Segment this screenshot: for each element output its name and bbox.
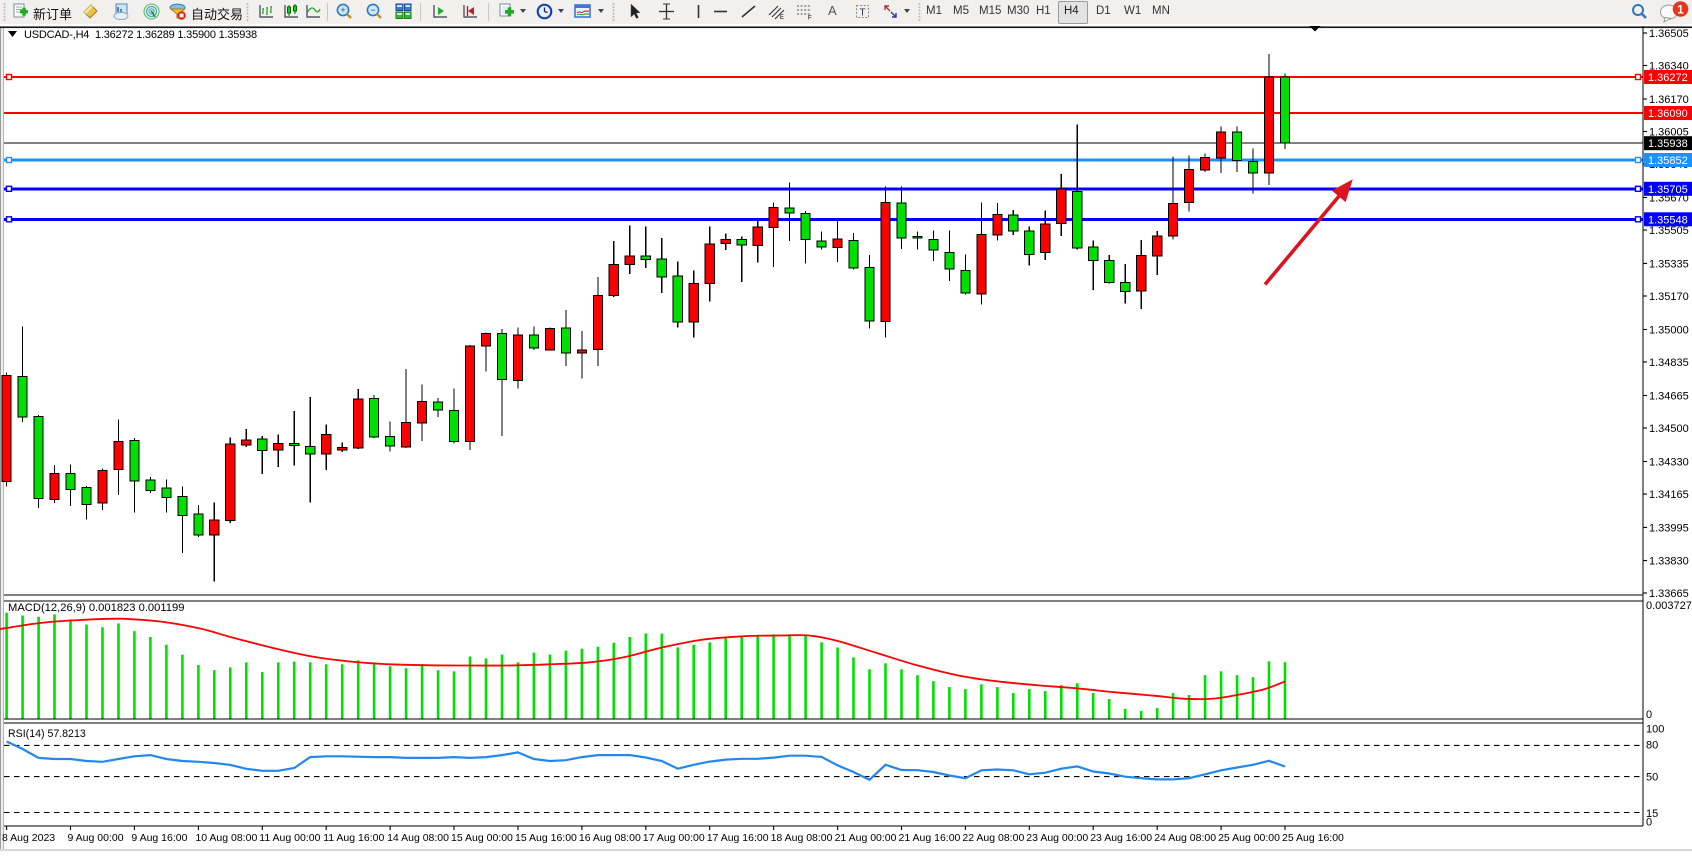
svg-text:15 Aug 16:00: 15 Aug 16:00: [515, 832, 577, 844]
svg-text:USDCAD-,H4 1.36272 1.36289 1.: USDCAD-,H4 1.36272 1.36289 1.35900 1.359…: [24, 29, 257, 41]
svg-text:17 Aug 16:00: 17 Aug 16:00: [707, 832, 769, 844]
svg-text:1.35852: 1.35852: [1648, 155, 1688, 167]
svg-text:1.35000: 1.35000: [1649, 325, 1689, 337]
svg-text:1.34165: 1.34165: [1649, 489, 1689, 501]
svg-text:1.35705: 1.35705: [1648, 184, 1688, 196]
svg-text:T: T: [859, 8, 865, 19]
svg-text:1.33830: 1.33830: [1649, 556, 1689, 568]
svg-text:1.35505: 1.35505: [1649, 225, 1689, 237]
svg-text:F: F: [808, 16, 812, 21]
svg-text:RSI(14) 57.8213: RSI(14) 57.8213: [8, 728, 86, 740]
svg-text:E: E: [780, 15, 784, 20]
svg-text:24 Aug 08:00: 24 Aug 08:00: [1154, 832, 1216, 844]
svg-text:10 Aug 08:00: 10 Aug 08:00: [195, 832, 257, 844]
svg-text:9 Aug 00:00: 9 Aug 00:00: [68, 832, 124, 844]
svg-text:−: −: [370, 5, 375, 15]
svg-text:17 Aug 00:00: 17 Aug 00:00: [643, 832, 705, 844]
svg-text:+: +: [340, 5, 345, 15]
svg-text:23 Aug 00:00: 23 Aug 00:00: [1026, 832, 1088, 844]
svg-text:16 Aug 08:00: 16 Aug 08:00: [579, 832, 641, 844]
svg-text:1.33665: 1.33665: [1649, 588, 1689, 600]
svg-text:9 Aug 16:00: 9 Aug 16:00: [131, 832, 187, 844]
svg-text:1.33995: 1.33995: [1649, 523, 1689, 535]
svg-text:1.36090: 1.36090: [1648, 108, 1688, 120]
svg-text:0.003727: 0.003727: [1646, 600, 1692, 612]
svg-text:80: 80: [1646, 740, 1658, 752]
svg-text:15: 15: [1646, 808, 1658, 820]
svg-text:1.35335: 1.35335: [1649, 259, 1689, 271]
svg-text:1.35170: 1.35170: [1649, 291, 1689, 303]
svg-text:1: 1: [1677, 3, 1684, 17]
svg-text:21 Aug 00:00: 21 Aug 00:00: [835, 832, 897, 844]
svg-text:1.34500: 1.34500: [1649, 423, 1689, 435]
svg-text:1.34330: 1.34330: [1649, 457, 1689, 469]
svg-text:1.36170: 1.36170: [1649, 94, 1689, 106]
svg-text:1.34665: 1.34665: [1649, 391, 1689, 403]
svg-text:18 Aug 08:00: 18 Aug 08:00: [771, 832, 833, 844]
svg-text:1.35548: 1.35548: [1648, 214, 1688, 226]
svg-text:8 Aug 2023: 8 Aug 2023: [2, 832, 55, 844]
svg-text:0: 0: [1646, 709, 1652, 721]
svg-text:15 Aug 00:00: 15 Aug 00:00: [451, 832, 513, 844]
svg-text:0: 0: [1646, 816, 1652, 828]
svg-text:11 Aug 16:00: 11 Aug 16:00: [323, 832, 384, 844]
svg-text:1.36005: 1.36005: [1649, 127, 1689, 139]
svg-text:1.36340: 1.36340: [1649, 61, 1689, 73]
svg-text:23 Aug 16:00: 23 Aug 16:00: [1090, 832, 1152, 844]
svg-text:1.35938: 1.35938: [1648, 138, 1688, 150]
svg-text:11 Aug 00:00: 11 Aug 00:00: [259, 832, 320, 844]
svg-text:100: 100: [1646, 724, 1664, 736]
svg-text:25 Aug 00:00: 25 Aug 00:00: [1218, 832, 1280, 844]
svg-text:1.36272: 1.36272: [1648, 72, 1688, 84]
svg-text:25 Aug 16:00: 25 Aug 16:00: [1282, 832, 1344, 844]
svg-text:1.34835: 1.34835: [1649, 357, 1689, 369]
svg-text:50: 50: [1646, 771, 1658, 783]
svg-text:1.36505: 1.36505: [1649, 28, 1689, 40]
svg-text:14 Aug 08:00: 14 Aug 08:00: [387, 832, 449, 844]
svg-text:MACD(12,26,9) 0.001823 0.00119: MACD(12,26,9) 0.001823 0.001199: [8, 602, 184, 614]
svg-text:21 Aug 16:00: 21 Aug 16:00: [899, 832, 961, 844]
svg-text:22 Aug 08:00: 22 Aug 08:00: [962, 832, 1024, 844]
